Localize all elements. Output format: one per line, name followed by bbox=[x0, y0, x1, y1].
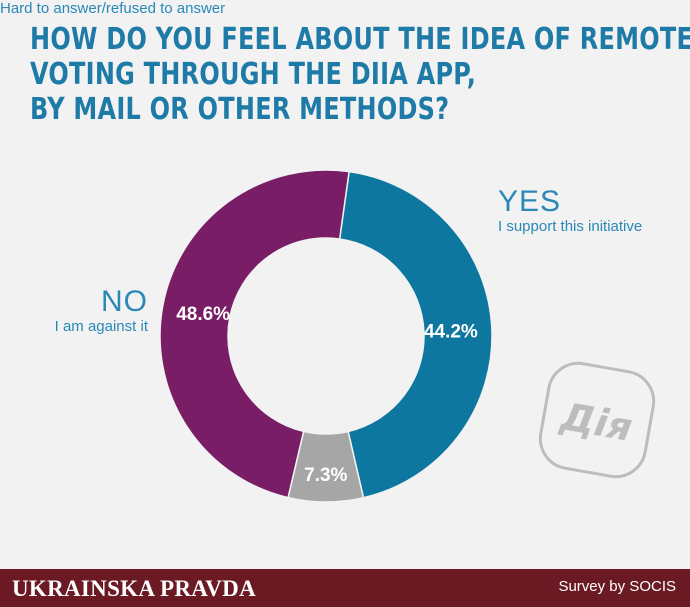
title-line-2: VOTING THROUGH THE DIIA APP, bbox=[30, 57, 477, 92]
diia-logo: Дія bbox=[538, 361, 656, 479]
no-label: NO I am against it bbox=[0, 285, 148, 336]
no-label-title: NO bbox=[101, 285, 148, 318]
slice-no bbox=[159, 169, 350, 499]
yes-label-subtitle: I support this initiative bbox=[498, 218, 643, 235]
value-label-hard-to-answer: 7.3% bbox=[304, 465, 347, 486]
slice-yes bbox=[338, 170, 493, 499]
brand-logo: UKRAINSKA PRAVDA bbox=[12, 576, 256, 601]
survey-credit: Survey by SOCIS bbox=[558, 578, 676, 595]
title-line-3: BY MAIL OR OTHER METHODS? bbox=[30, 92, 450, 127]
diia-logo-text: Дія bbox=[557, 394, 636, 450]
footer-bar: UKRAINSKA PRAVDA Survey by SOCIS bbox=[0, 569, 690, 607]
yes-label: YES I support this initiative bbox=[498, 185, 648, 236]
value-label-yes: 44.2% bbox=[424, 322, 478, 343]
yes-label-title: YES bbox=[498, 185, 562, 218]
donut-chart: 44.2% 7.3% 48.6% bbox=[159, 169, 493, 503]
value-label-no: 48.6% bbox=[176, 304, 230, 325]
hard-to-answer-label: Hard to answer/refused to answer bbox=[0, 0, 226, 17]
no-label-subtitle: I am against it bbox=[54, 318, 148, 335]
